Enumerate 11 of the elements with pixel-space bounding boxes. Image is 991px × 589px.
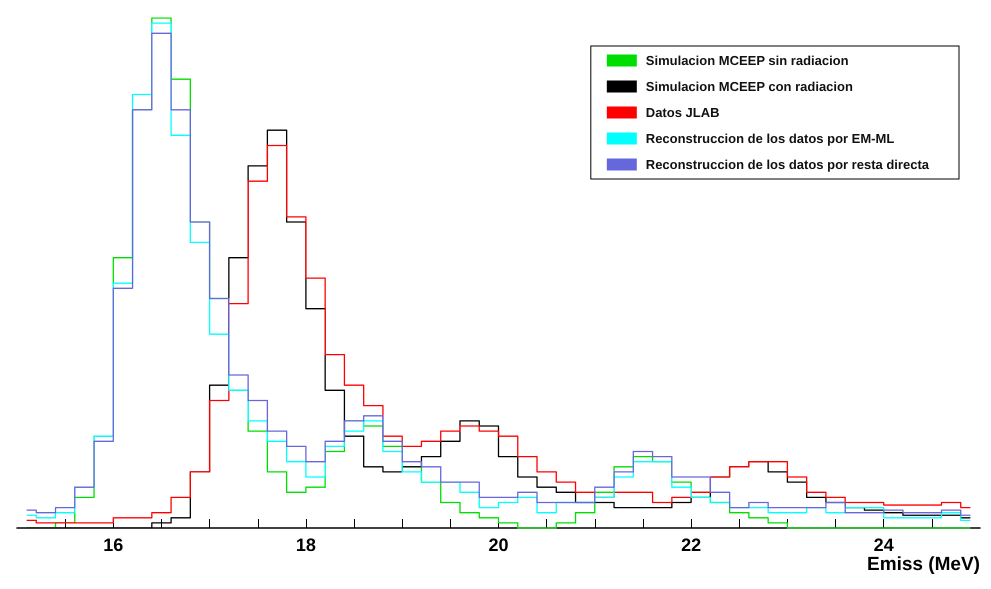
legend-label: Simulacion MCEEP con radiacion [646,79,853,94]
legend-label: Datos JLAB [646,105,720,120]
legend-label: Simulacion MCEEP sin radiacion [646,53,849,68]
x-axis-title: Emiss (MeV) [867,554,980,575]
x-tick-label: 22 [681,535,702,555]
x-tick-label: 18 [296,535,316,555]
legend-label: Reconstruccion de los datos por EM-ML [646,131,894,146]
x-tick-label: 24 [874,535,894,555]
x-tick-label: 20 [488,535,509,555]
x-tick-label: 16 [103,535,124,555]
legend-label: Reconstruccion de los datos por resta directa [646,157,930,172]
